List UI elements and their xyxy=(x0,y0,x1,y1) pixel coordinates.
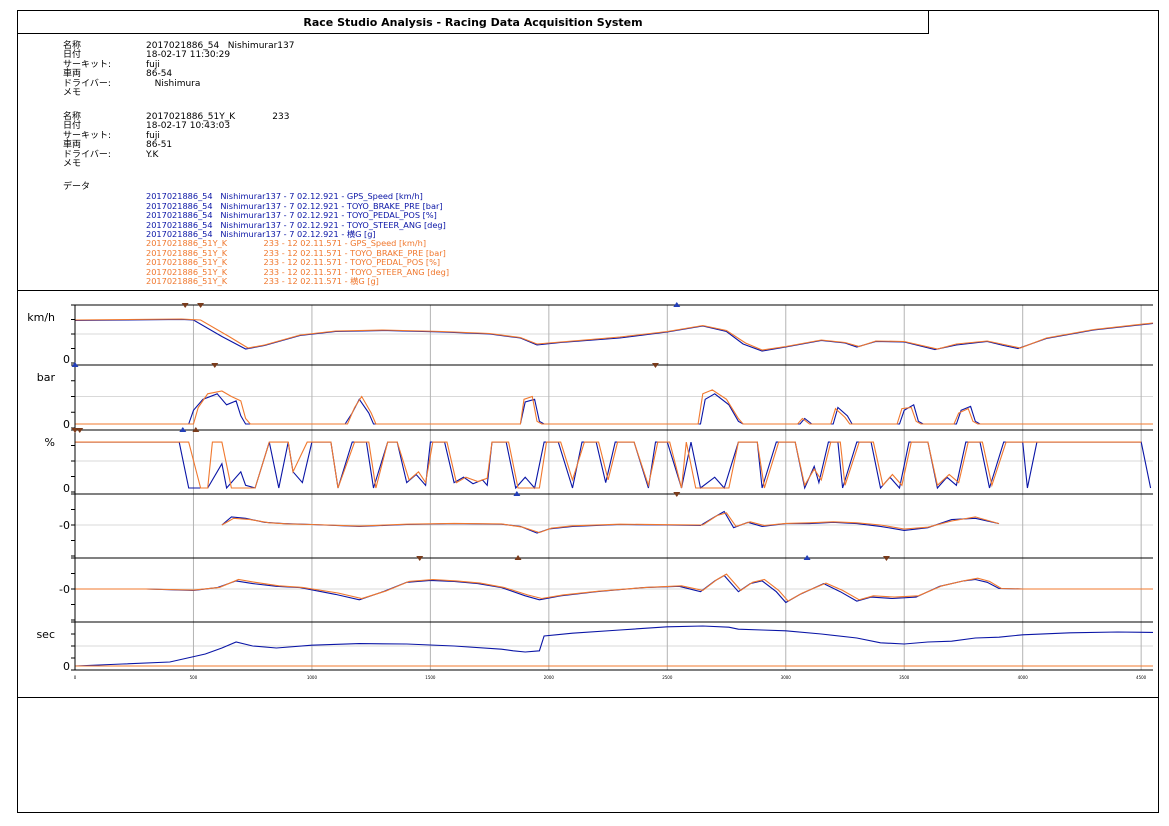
lap-marker xyxy=(179,427,187,432)
series-line-brake-run2 xyxy=(75,389,1153,425)
y-zero-label: 0 xyxy=(63,353,70,366)
x-tick-label: 500 xyxy=(190,675,198,680)
lap-marker xyxy=(192,427,200,432)
session2-name: 2017021886_51Y_K 233 xyxy=(146,112,290,122)
y-zero-label: 0 xyxy=(63,660,70,673)
y-axis-label: bar xyxy=(37,371,56,384)
series-line-steer-run1 xyxy=(221,510,1000,534)
vehicle-label: 車両 xyxy=(63,69,82,80)
y-zero-label: -0 xyxy=(59,583,70,596)
series-entry: 2017021886_51Y_K 233 - 12 02.11.571 - TO… xyxy=(146,247,446,258)
chart-bottom-separator xyxy=(17,697,1159,698)
lap-marker xyxy=(513,491,521,496)
x-tick-label: 0 xyxy=(74,675,77,680)
y-zero-label: -0 xyxy=(59,519,70,532)
x-tick-label: 2000 xyxy=(544,675,555,680)
series-entry: 2017021886_54 Nishimurar137 - 7 02.12.92… xyxy=(146,229,376,240)
x-tick-label: 2500 xyxy=(662,675,673,680)
memo-label: メモ xyxy=(63,159,82,170)
session1-name: 2017021886_54 Nishimurar137 xyxy=(146,41,295,51)
series-entry: 2017021886_51Y_K 233 - 12 02.11.571 - 横G… xyxy=(146,276,379,287)
driver-label: ドライバー: xyxy=(63,78,111,89)
x-tick-label: 1500 xyxy=(425,675,436,680)
series-line-speed-run2 xyxy=(74,318,1154,351)
lap-marker xyxy=(514,555,522,560)
lap-marker xyxy=(197,303,205,308)
circuit-label: サーキット: xyxy=(63,130,112,141)
name-label: 名称 xyxy=(63,112,82,122)
session2-vehicle: 86-51 xyxy=(146,140,173,151)
circuit-label: サーキット: xyxy=(63,59,112,70)
series-entry: 2017021886_54 Nishimurar137 - 7 02.12.92… xyxy=(146,219,446,230)
lap-marker xyxy=(803,555,811,560)
vehicle-label: 車両 xyxy=(63,140,82,151)
x-tick-label: 3000 xyxy=(781,675,792,680)
session1-date: 18-02-17 11:30:29 xyxy=(146,50,231,61)
lap-marker xyxy=(211,363,219,368)
series-line-pedal-run1 xyxy=(75,441,1152,490)
lap-marker xyxy=(71,428,79,433)
series-entry: 2017021886_54 Nishimurar137 - 7 02.12.92… xyxy=(146,200,443,211)
series-entry: 2017021886_51Y_K 233 - 12 02.11.571 - TO… xyxy=(146,266,450,277)
driver-label: ドライバー: xyxy=(63,149,111,160)
session2-driver: Y.K xyxy=(146,149,159,160)
session1-circuit: fuji xyxy=(146,59,160,70)
data-label: データ xyxy=(63,182,91,192)
header-separator xyxy=(17,290,1159,291)
x-tick-label: 1000 xyxy=(307,675,318,680)
lap-marker xyxy=(71,362,79,367)
session2-circuit: fuji xyxy=(146,130,160,141)
y-axis-label: km/h xyxy=(27,311,55,324)
y-zero-label: 0 xyxy=(63,418,70,431)
y-zero-label: 0 xyxy=(63,482,70,495)
lap-marker xyxy=(416,556,424,561)
series-entry: 2017021886_51Y_K 233 - 12 02.11.571 - GP… xyxy=(146,238,427,249)
y-axis-label: % xyxy=(45,436,55,449)
date-label: 日付 xyxy=(63,121,82,132)
series-entry: 2017021886_54 Nishimurar137 - 7 02.12.92… xyxy=(146,210,437,221)
memo-label: メモ xyxy=(63,88,82,99)
series-line-latg-run2 xyxy=(75,573,1153,602)
name-label: 名称 xyxy=(63,41,82,51)
session1-labels: 名称 日付 サーキット: 車両 ドライバー: メモ xyxy=(63,41,112,99)
series-line-steer-run2 xyxy=(221,512,1000,534)
x-tick-label: 4500 xyxy=(1136,675,1147,680)
x-tick-label: 3500 xyxy=(899,675,910,680)
lap-marker xyxy=(76,428,84,433)
lap-marker xyxy=(673,302,681,307)
session2-labels: 名称 日付 サーキット: 車両 ドライバー: メモ xyxy=(63,112,112,170)
session2-values: 2017021886_51Y_K 233 18-02-17 10:43:03 f… xyxy=(146,112,290,160)
session2-date: 18-02-17 10:43:03 xyxy=(146,121,231,132)
series-line-pedal-run2 xyxy=(75,441,1142,489)
data-series-list: 2017021886_54 Nishimurar137 - 7 02.12.92… xyxy=(146,183,449,286)
series-line-speed-run1 xyxy=(74,318,1154,352)
y-axis-label: sec xyxy=(36,628,55,641)
lap-marker xyxy=(882,556,890,561)
session1-driver: Nishimura xyxy=(146,78,201,89)
series-line-time-run1 xyxy=(74,625,1154,667)
lap-marker xyxy=(673,492,681,497)
lap-marker xyxy=(181,303,189,308)
x-tick-label: 4000 xyxy=(1018,675,1029,680)
session1-values: 2017021886_54 Nishimurar137 18-02-17 11:… xyxy=(146,41,295,89)
series-line-brake-run1 xyxy=(75,393,1153,425)
series-entry: 2017021886_51Y_K 233 - 12 02.11.571 - TO… xyxy=(146,257,441,268)
date-label: 日付 xyxy=(63,50,82,61)
series-entry: 2017021886_54 Nishimurar137 - 7 02.12.92… xyxy=(146,191,423,202)
lap-marker xyxy=(651,363,659,368)
page-title: Race Studio Analysis - Racing Data Acqui… xyxy=(17,10,929,34)
session1-vehicle: 86-54 xyxy=(146,69,173,80)
